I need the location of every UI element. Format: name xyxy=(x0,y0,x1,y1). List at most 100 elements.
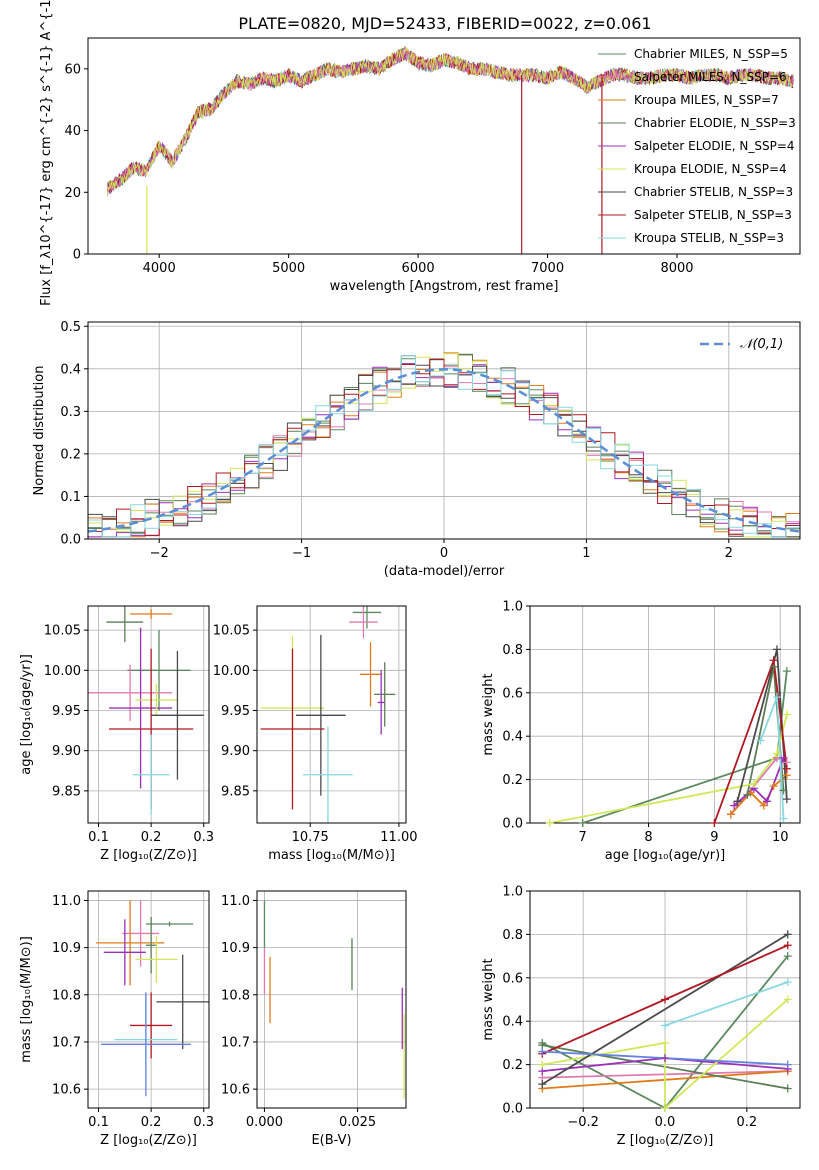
marker-plus xyxy=(661,995,669,1004)
legend-entry: Kroupa MILES, N_SSP=7 xyxy=(634,93,779,107)
legend-entry: Chabrier MILES, N_SSP=5 xyxy=(634,47,788,61)
marker-plus xyxy=(772,645,781,654)
marker-plus xyxy=(756,736,765,745)
marker-plus xyxy=(783,952,792,961)
mass-weight-line xyxy=(541,955,789,1108)
y-tick-label: 10.00 xyxy=(213,664,250,679)
y-tick-label: 0.6 xyxy=(502,686,523,701)
y-tick-label: 0.0 xyxy=(502,1102,523,1117)
x-tick-label: 5000 xyxy=(272,261,305,276)
marker-plus xyxy=(782,710,791,719)
x-axis-label: mass [log₁₀(M/M⊙)] xyxy=(268,848,395,863)
y-tick-label: 10.00 xyxy=(44,664,81,679)
y-tick-label: 10.05 xyxy=(44,624,81,639)
axes-frame xyxy=(87,605,210,824)
age-vs-mass-marks xyxy=(260,606,396,823)
y-tick-label: 10.7 xyxy=(221,1035,250,1050)
x-tick-label: 8 xyxy=(644,830,652,845)
x-tick-label: 0.1 xyxy=(88,1115,109,1130)
x-tick-label: 7000 xyxy=(531,261,564,276)
x-axis-label: Z [log₁₀(Z/Z⊙)] xyxy=(100,1133,197,1148)
y-tick-label: 1.0 xyxy=(502,600,523,615)
y-tick-label: 40 xyxy=(64,124,81,139)
x-tick-label: 0.3 xyxy=(193,1115,214,1130)
axes-frame xyxy=(256,890,407,1109)
mass-weight-line xyxy=(542,998,789,1108)
y-tick-label: 0.2 xyxy=(60,447,81,462)
y-tick-label: 0.1 xyxy=(60,490,81,505)
y-tick-label: 9.90 xyxy=(52,744,81,759)
marker-plus xyxy=(782,667,791,676)
spectrum-group xyxy=(84,37,801,258)
marker-plus xyxy=(763,797,772,806)
marker-plus xyxy=(783,941,792,950)
x-axis-label: age [log₁₀(age/yr)] xyxy=(605,848,726,863)
y-tick-label: 9.95 xyxy=(52,704,81,719)
y-axis-label: mass weight xyxy=(481,673,496,755)
spectrum-marks xyxy=(107,45,794,254)
marker-plus xyxy=(782,764,791,773)
y-tick-label: 9.85 xyxy=(221,784,250,799)
x-tick-label: 7 xyxy=(579,830,587,845)
marker-plus xyxy=(759,801,768,810)
x-tick-label: −0.2 xyxy=(567,1115,599,1130)
y-tick-label: 10.05 xyxy=(213,624,250,639)
weight-vs-Z-marks xyxy=(541,933,789,1108)
marker-plus xyxy=(661,1054,669,1063)
y-axis-label: age [log₁₀(age/yr)] xyxy=(19,654,34,775)
x-tick-label: 0.2 xyxy=(736,1115,757,1130)
y-tick-label: 0 xyxy=(73,248,81,263)
x-tick-label: 9 xyxy=(710,830,718,845)
marker-plus xyxy=(743,790,752,799)
x-tick-label: 0.0 xyxy=(655,1115,676,1130)
y-tick-label: 9.90 xyxy=(221,744,250,759)
x-tick-label: 8000 xyxy=(660,261,693,276)
marker-plus xyxy=(710,819,719,827)
y-tick-label: 0.5 xyxy=(60,320,81,335)
y-tick-label: 0.0 xyxy=(60,533,81,548)
x-tick-label: −2 xyxy=(150,546,169,561)
x-tick-label: 1 xyxy=(582,546,590,561)
legend-entry: Kroupa ELODIE, N_SSP=4 xyxy=(634,162,787,176)
x-tick-label: 0.3 xyxy=(193,830,214,845)
x-tick-label: 10 xyxy=(772,830,789,845)
y-tick-label: 11.0 xyxy=(52,894,81,909)
marker-plus xyxy=(779,786,788,795)
y-tick-label: 10.8 xyxy=(52,988,81,1003)
x-tick-label: 0.1 xyxy=(88,830,109,845)
y-tick-label: 10.6 xyxy=(52,1083,81,1098)
x-tick-label: 0.2 xyxy=(141,1115,162,1130)
y-tick-label: 10.8 xyxy=(221,988,250,1003)
x-tick-label: 0.000 xyxy=(246,1115,283,1130)
y-tick-label: 10.9 xyxy=(221,941,250,956)
marker-plus xyxy=(733,797,742,806)
y-tick-label: 0.8 xyxy=(502,643,523,658)
figure-title: PLATE=0820, MJD=52433, FIBERID=0022, z=0… xyxy=(238,14,651,33)
y-tick-label: 1.0 xyxy=(502,885,523,900)
x-axis-label: wavelength [Angstrom, rest frame] xyxy=(330,279,559,294)
marker-plus xyxy=(578,819,587,827)
x-axis-label: (data-model)/error xyxy=(384,564,505,579)
x-tick-label: 6000 xyxy=(402,261,435,276)
x-tick-label: 0.2 xyxy=(141,830,162,845)
mass-weight-line xyxy=(664,981,789,1027)
x-axis-label: Z [log₁₀(Z/Z⊙)] xyxy=(617,1133,714,1148)
marker-plus xyxy=(730,801,739,810)
x-tick-label: 4000 xyxy=(143,261,176,276)
y-tick-label: 0.4 xyxy=(60,362,81,377)
mass-weight-line xyxy=(549,714,788,823)
marker-plus xyxy=(782,795,791,804)
marker-plus xyxy=(772,693,781,702)
age-vs-Z-marks xyxy=(88,606,204,815)
y-tick-label: 0.2 xyxy=(502,1058,523,1073)
spectrum-line xyxy=(107,47,794,196)
marker-plus xyxy=(661,1021,669,1030)
age-vs-Z-group xyxy=(84,605,210,827)
y-tick-label: 0.8 xyxy=(502,928,523,943)
marker-plus xyxy=(538,1080,547,1089)
axes-frame xyxy=(529,605,801,824)
y-tick-label: 0.4 xyxy=(502,730,523,745)
x-tick-label: 11.00 xyxy=(380,830,417,845)
